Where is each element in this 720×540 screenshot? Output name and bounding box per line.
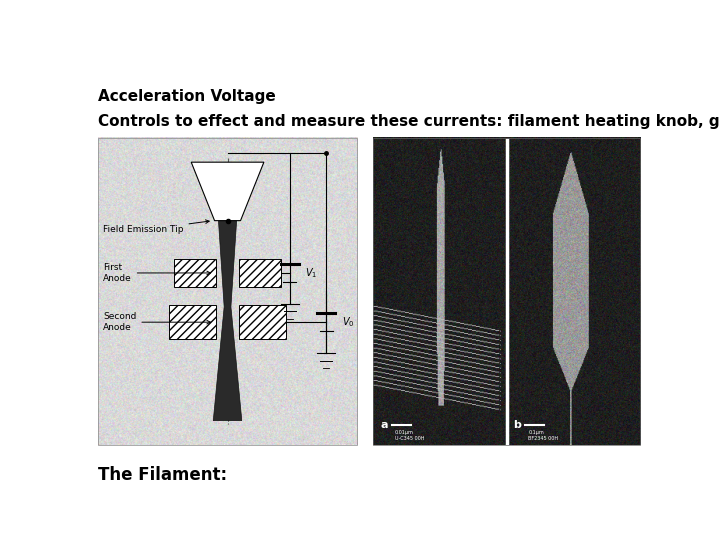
Text: Field Emission Tip: Field Emission Tip <box>103 220 210 234</box>
Text: 0.01μm
U-C345 00H: 0.01μm U-C345 00H <box>395 430 424 441</box>
Bar <box>239 259 281 287</box>
Bar <box>174 259 216 287</box>
Bar <box>98 138 357 445</box>
Text: 0.1μm
BF2345 00H: 0.1μm BF2345 00H <box>528 430 558 441</box>
Text: $V_0$: $V_0$ <box>342 315 354 329</box>
Text: First
Anode: First Anode <box>103 263 210 282</box>
Text: Acceleration Voltage: Acceleration Voltage <box>98 89 276 104</box>
Bar <box>374 138 640 445</box>
Polygon shape <box>213 221 242 421</box>
Text: a: a <box>380 420 387 430</box>
Text: $V_1$: $V_1$ <box>305 266 318 280</box>
Text: Controls to effect and measure these currents: filament heating knob, gun bias,: Controls to effect and measure these cur… <box>98 114 720 129</box>
Text: Second
Anode: Second Anode <box>103 313 210 332</box>
Bar <box>169 305 216 339</box>
Bar <box>239 305 286 339</box>
Polygon shape <box>192 162 264 221</box>
Text: b: b <box>513 420 521 430</box>
Text: The Filament:: The Filament: <box>98 466 227 484</box>
